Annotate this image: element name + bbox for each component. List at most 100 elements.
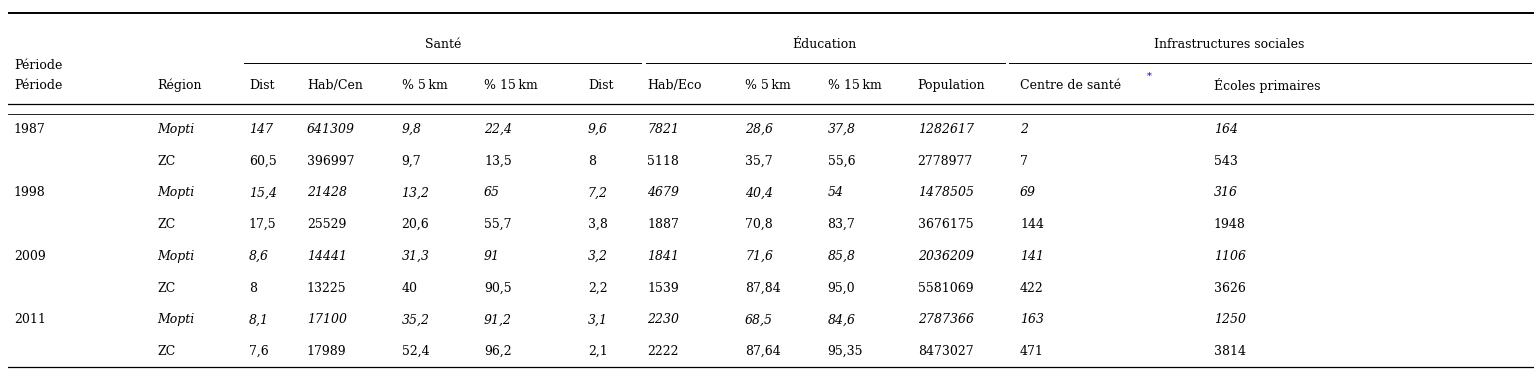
Text: 40,4: 40,4	[745, 186, 773, 199]
Text: Population: Population	[917, 79, 985, 92]
Text: 69: 69	[1020, 186, 1035, 199]
Text: 17100: 17100	[307, 313, 347, 326]
Text: Période: Période	[14, 79, 61, 92]
Text: 13,5: 13,5	[484, 155, 511, 168]
Text: 2011: 2011	[14, 313, 46, 326]
Text: 7,2: 7,2	[588, 186, 608, 199]
Text: 95,35: 95,35	[828, 345, 863, 358]
Text: 2222: 2222	[647, 345, 679, 358]
Text: Hab/Eco: Hab/Eco	[647, 79, 702, 92]
Text: 1987: 1987	[14, 123, 46, 136]
Text: 25529: 25529	[307, 218, 346, 231]
Text: 144: 144	[1020, 218, 1044, 231]
Text: 164: 164	[1213, 123, 1238, 136]
Text: 91: 91	[484, 250, 501, 263]
Text: Dist: Dist	[249, 79, 275, 92]
Text: ZC: ZC	[157, 282, 175, 294]
Text: % 5 km: % 5 km	[401, 79, 447, 92]
Text: 13225: 13225	[307, 282, 347, 294]
Text: 1478505: 1478505	[917, 186, 974, 199]
Text: 95,0: 95,0	[828, 282, 856, 294]
Text: 8,6: 8,6	[249, 250, 269, 263]
Text: 4679: 4679	[647, 186, 679, 199]
Text: 35,7: 35,7	[745, 155, 773, 168]
Text: 91,2: 91,2	[484, 313, 511, 326]
Text: Mopti: Mopti	[157, 313, 195, 326]
Text: 2: 2	[1020, 123, 1028, 136]
Text: 5118: 5118	[647, 155, 679, 168]
Text: 96,2: 96,2	[484, 345, 511, 358]
Text: 8: 8	[588, 155, 596, 168]
Text: 17989: 17989	[307, 345, 347, 358]
Text: 55,6: 55,6	[828, 155, 856, 168]
Text: ZC: ZC	[157, 345, 175, 358]
Text: Éducation: Éducation	[793, 38, 857, 51]
Text: 2036209: 2036209	[917, 250, 974, 263]
Text: 2,1: 2,1	[588, 345, 608, 358]
Text: 54: 54	[828, 186, 843, 199]
Text: 1106: 1106	[1213, 250, 1246, 263]
Text: 396997: 396997	[307, 155, 355, 168]
Text: 9,6: 9,6	[588, 123, 608, 136]
Text: Centre de santé: Centre de santé	[1020, 79, 1121, 92]
Text: 3,2: 3,2	[588, 250, 608, 263]
Text: 641309: 641309	[307, 123, 355, 136]
Text: 3,1: 3,1	[588, 313, 608, 326]
Text: Dist: Dist	[588, 79, 613, 92]
Text: 2230: 2230	[647, 313, 679, 326]
Text: 13,2: 13,2	[401, 186, 430, 199]
Text: 37,8: 37,8	[828, 123, 856, 136]
Text: 15,4: 15,4	[249, 186, 276, 199]
Text: 22,4: 22,4	[484, 123, 511, 136]
Text: 1948: 1948	[1213, 218, 1246, 231]
Text: 1282617: 1282617	[917, 123, 974, 136]
Text: 1539: 1539	[647, 282, 679, 294]
Text: 9,7: 9,7	[401, 155, 421, 168]
Text: 9,8: 9,8	[401, 123, 421, 136]
Text: 163: 163	[1020, 313, 1044, 326]
Text: 7,6: 7,6	[249, 345, 269, 358]
Text: 71,6: 71,6	[745, 250, 773, 263]
Text: 8473027: 8473027	[917, 345, 974, 358]
Text: % 5 km: % 5 km	[745, 79, 791, 92]
Text: Période: Période	[14, 59, 61, 72]
Text: Mopti: Mopti	[157, 186, 195, 199]
Text: 7: 7	[1020, 155, 1028, 168]
Text: 2787366: 2787366	[917, 313, 974, 326]
Text: 70,8: 70,8	[745, 218, 773, 231]
Text: % 15 km: % 15 km	[828, 79, 882, 92]
Text: ZC: ZC	[157, 155, 175, 168]
Text: 3676175: 3676175	[917, 218, 974, 231]
Text: 83,7: 83,7	[828, 218, 856, 231]
Text: % 15 km: % 15 km	[484, 79, 538, 92]
Text: 5581069: 5581069	[917, 282, 974, 294]
Text: 60,5: 60,5	[249, 155, 276, 168]
Text: 20,6: 20,6	[401, 218, 430, 231]
Text: 35,2: 35,2	[401, 313, 430, 326]
Text: 8,1: 8,1	[249, 313, 269, 326]
Text: 7821: 7821	[647, 123, 679, 136]
Text: 543: 543	[1213, 155, 1238, 168]
Text: Hab/Cen: Hab/Cen	[307, 79, 362, 92]
Text: 2778977: 2778977	[917, 155, 972, 168]
Text: 3626: 3626	[1213, 282, 1246, 294]
Text: ZC: ZC	[157, 218, 175, 231]
Text: 28,6: 28,6	[745, 123, 773, 136]
Text: 17,5: 17,5	[249, 218, 276, 231]
Text: 68,5: 68,5	[745, 313, 773, 326]
Text: Région: Région	[157, 79, 201, 92]
Text: 8: 8	[249, 282, 257, 294]
Text: 85,8: 85,8	[828, 250, 856, 263]
Text: 422: 422	[1020, 282, 1043, 294]
Text: 55,7: 55,7	[484, 218, 511, 231]
Text: 1887: 1887	[647, 218, 679, 231]
Text: 84,6: 84,6	[828, 313, 856, 326]
Text: 65: 65	[484, 186, 501, 199]
Text: 90,5: 90,5	[484, 282, 511, 294]
Text: 141: 141	[1020, 250, 1044, 263]
Text: Écoles primaires: Écoles primaires	[1213, 78, 1321, 93]
Text: 316: 316	[1213, 186, 1238, 199]
Text: *: *	[1147, 72, 1152, 81]
Text: 3814: 3814	[1213, 345, 1246, 358]
Text: 31,3: 31,3	[401, 250, 430, 263]
